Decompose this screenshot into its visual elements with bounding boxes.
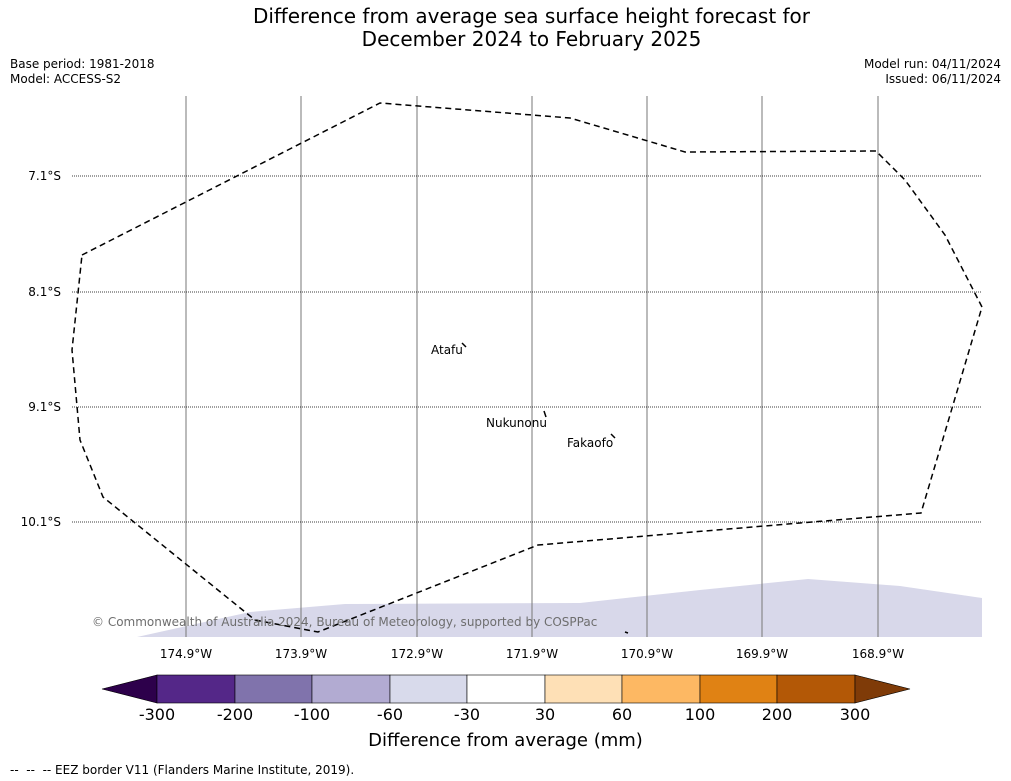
nukunonu-atoll bbox=[543, 410, 547, 418]
colorbar-segment-2 bbox=[234, 674, 313, 704]
lat-label-10-1: 10.1°S bbox=[20, 515, 61, 529]
lon-label-173-9: 173.9°W bbox=[274, 647, 328, 661]
title-line-2: December 2024 to February 2025 bbox=[361, 27, 702, 51]
fakaofo-atoll bbox=[610, 433, 616, 439]
colorbar-segment-8 bbox=[699, 674, 778, 704]
colorbar-tick: 300 bbox=[839, 705, 871, 724]
colorbar-segment-1 bbox=[156, 674, 236, 704]
colorbar-segment-3 bbox=[311, 674, 391, 704]
small-island bbox=[624, 631, 629, 634]
model-run: Model run: 04/11/2024 bbox=[863, 57, 1001, 71]
island-label-atafu: Atafu bbox=[431, 343, 463, 357]
model-name: Model: ACCESS-S2 bbox=[10, 72, 122, 86]
colorbar-tick: 100 bbox=[684, 705, 716, 724]
colorbar-tick: -60 bbox=[376, 705, 404, 724]
eez-legend: -- -- -- EEZ border V11 (Flanders Marine… bbox=[10, 763, 355, 777]
colorbar-segment-6 bbox=[544, 674, 623, 704]
colorbar-tick: 30 bbox=[534, 705, 556, 724]
colorbar-segment-over bbox=[854, 674, 911, 704]
colorbar bbox=[101, 674, 911, 704]
island-label-fakaofo: Fakaofo bbox=[567, 436, 614, 450]
colorbar-tick: -200 bbox=[216, 705, 254, 724]
lon-label-170-9: 170.9°W bbox=[620, 647, 674, 661]
lon-label-168-9: 168.9°W bbox=[851, 647, 905, 661]
colorbar-title: Difference from average (mm) bbox=[368, 730, 643, 751]
base-period: Base period: 1981-2018 bbox=[10, 57, 155, 71]
issued-date: Issued: 06/11/2024 bbox=[885, 72, 1001, 86]
colorbar-tick: -30 bbox=[453, 705, 481, 724]
lat-label-9-1: 9.1°S bbox=[28, 400, 61, 414]
meta-right: Model run: 04/11/2024 Issued: 06/11/2024 bbox=[864, 57, 1001, 87]
lat-label-8-1: 8.1°S bbox=[28, 285, 61, 299]
eez-border bbox=[71, 102, 983, 633]
lon-label-174-9: 174.9°W bbox=[159, 647, 213, 661]
colorbar-segment-5 bbox=[466, 674, 546, 704]
map-title: Difference from average sea surface heig… bbox=[0, 5, 1011, 51]
colorbar-segment-9 bbox=[776, 674, 856, 704]
colorbar-tick: -100 bbox=[293, 705, 331, 724]
atafu-atoll bbox=[461, 342, 467, 348]
longitude-gridlines bbox=[185, 96, 879, 637]
lon-label-169-9: 169.9°W bbox=[735, 647, 789, 661]
island-label-nukunonu: Nukunonu bbox=[486, 416, 547, 430]
copyright-notice: © Commonwealth of Australia 2024, Bureau… bbox=[92, 615, 598, 629]
island-shapes bbox=[461, 342, 629, 634]
latitude-gridlines bbox=[72, 175, 982, 523]
lon-label-171-9: 171.9°W bbox=[505, 647, 559, 661]
meta-left: Base period: 1981-2018 Model: ACCESS-S2 bbox=[10, 57, 155, 87]
colorbar-tick: -300 bbox=[138, 705, 176, 724]
colorbar-segment-under bbox=[101, 674, 158, 704]
sea-height-shading bbox=[137, 579, 982, 637]
lon-label-172-9: 172.9°W bbox=[390, 647, 444, 661]
colorbar-tick: 200 bbox=[761, 705, 793, 724]
colorbar-tick: 60 bbox=[611, 705, 633, 724]
title-line-1: Difference from average sea surface heig… bbox=[252, 4, 811, 28]
colorbar-segment-4 bbox=[389, 674, 468, 704]
lat-label-7-1: 7.1°S bbox=[28, 169, 61, 183]
colorbar-segment-7 bbox=[621, 674, 701, 704]
